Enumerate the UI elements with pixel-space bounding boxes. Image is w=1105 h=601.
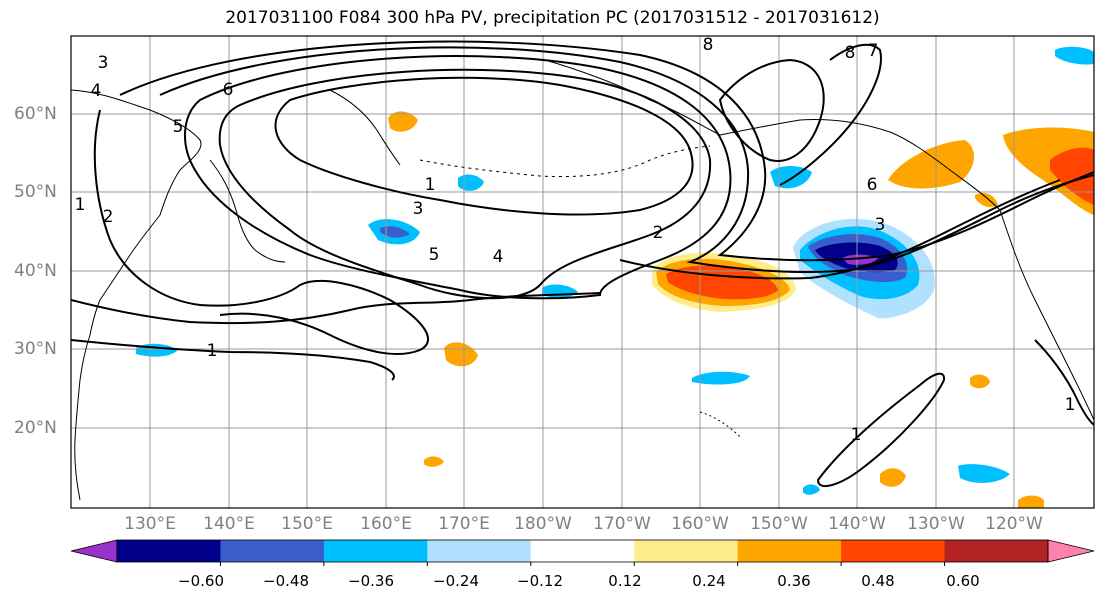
colorbar-tick-label: 0.36 xyxy=(777,572,811,590)
colorbar-tick-label: −0.60 xyxy=(178,572,224,590)
contour-label: 5 xyxy=(429,245,440,265)
colorbar-tick-label: 0.48 xyxy=(861,572,895,590)
lon-label: 120°W xyxy=(985,514,1043,534)
colorbar-extend-min xyxy=(70,539,118,563)
pv-contour xyxy=(274,76,694,216)
colorbar-segment xyxy=(737,540,842,562)
colorbar-outline xyxy=(116,539,1049,563)
contour-label: 1 xyxy=(425,175,436,195)
hawaii xyxy=(699,411,741,438)
pv-contour xyxy=(1034,339,1094,426)
contour-label: 4 xyxy=(91,81,102,101)
lon-label: 150°W xyxy=(750,514,808,534)
kamchatka xyxy=(329,89,401,166)
lat-label: 40°N xyxy=(14,261,57,281)
lon-label: 140°W xyxy=(828,514,886,534)
contour-label: 7 xyxy=(868,41,879,61)
contour-label: 1 xyxy=(75,195,86,215)
contour-label: 2 xyxy=(103,207,114,227)
map-border xyxy=(70,35,1095,509)
contour-label: 6 xyxy=(867,175,878,195)
colorbar-segment xyxy=(323,540,428,562)
lat-label: 50°N xyxy=(14,182,57,202)
contour-label: 1 xyxy=(207,341,218,361)
contour-label: 8 xyxy=(703,35,714,55)
pv-contour xyxy=(119,40,1094,262)
colorbar-segment xyxy=(944,540,1049,562)
contour-label: 6 xyxy=(223,80,234,100)
contour-label: 4 xyxy=(493,247,504,267)
pv-contour xyxy=(184,55,732,300)
north-america-coast xyxy=(999,209,1094,421)
pv-contour xyxy=(816,372,946,488)
pv-contour xyxy=(159,46,1094,273)
asia-coast xyxy=(71,89,202,501)
lon-label: 160°E xyxy=(360,514,412,534)
colorbar-tick-label: 0.12 xyxy=(608,572,642,590)
contour-label: 2 xyxy=(653,223,664,243)
coastlines xyxy=(71,59,1094,501)
colorbar-tick-label: −0.12 xyxy=(517,572,563,590)
lat-label: 30°N xyxy=(14,339,57,359)
lon-label: 180°W xyxy=(514,514,572,534)
positive-anomaly-coast xyxy=(888,140,975,189)
map-title: 2017031100 F084 300 hPa PV, precipitatio… xyxy=(225,8,880,28)
lon-label: 170°E xyxy=(438,514,490,534)
japan xyxy=(209,159,286,263)
pv-contour xyxy=(218,68,712,300)
lon-label: 160°W xyxy=(671,514,729,534)
colorbar-segment xyxy=(117,540,221,562)
pv-contour-labels: 3 4 6 5 1 2 1 3 5 4 1 2 8 7 6 3 8 1 1 xyxy=(75,35,1076,445)
contour-label: 3 xyxy=(98,53,109,73)
colorbar-segment xyxy=(220,540,325,562)
map-panel: 3 4 6 5 1 2 1 3 5 4 1 2 8 7 6 3 8 1 1 xyxy=(71,35,1094,508)
colorbar-tick-label: 0.24 xyxy=(692,572,726,590)
colorbar-segment xyxy=(530,540,635,562)
precip-shading xyxy=(136,46,1094,508)
lon-label: 130°W xyxy=(907,514,965,534)
colorbar-segment xyxy=(634,540,739,562)
pv-contour xyxy=(718,58,825,162)
colorbar-tick-label: −0.36 xyxy=(348,572,394,590)
contour-label: 8 xyxy=(845,43,856,63)
lat-label: 20°N xyxy=(14,418,57,438)
lon-label: 140°E xyxy=(203,514,255,534)
colorbar-extend-max xyxy=(1047,539,1095,563)
colorbar-tick-label: −0.24 xyxy=(433,572,479,590)
lon-label: 150°E xyxy=(281,514,333,534)
lat-label: 60°N xyxy=(14,104,57,124)
pv-contour xyxy=(71,292,601,325)
colorbar-segment xyxy=(841,540,946,562)
pv-contour xyxy=(93,109,430,356)
lon-label: 130°E xyxy=(124,514,176,534)
contour-label: 3 xyxy=(413,199,424,219)
graticule xyxy=(71,36,1094,508)
contour-label: 5 xyxy=(173,117,184,137)
pv-contour xyxy=(71,339,395,381)
colorbar-tick-label: 0.60 xyxy=(946,572,980,590)
contour-label: 1 xyxy=(851,425,862,445)
pv-contours xyxy=(71,40,1094,488)
colorbar xyxy=(70,539,1095,566)
contour-label: 1 xyxy=(1065,395,1076,415)
lon-label: 170°W xyxy=(593,514,651,534)
contour-label: 3 xyxy=(875,215,886,235)
pv-contour xyxy=(779,43,882,186)
colorbar-tick-label: −0.48 xyxy=(263,572,309,590)
colorbar-segment xyxy=(427,540,532,562)
pv-contour xyxy=(619,179,1061,280)
